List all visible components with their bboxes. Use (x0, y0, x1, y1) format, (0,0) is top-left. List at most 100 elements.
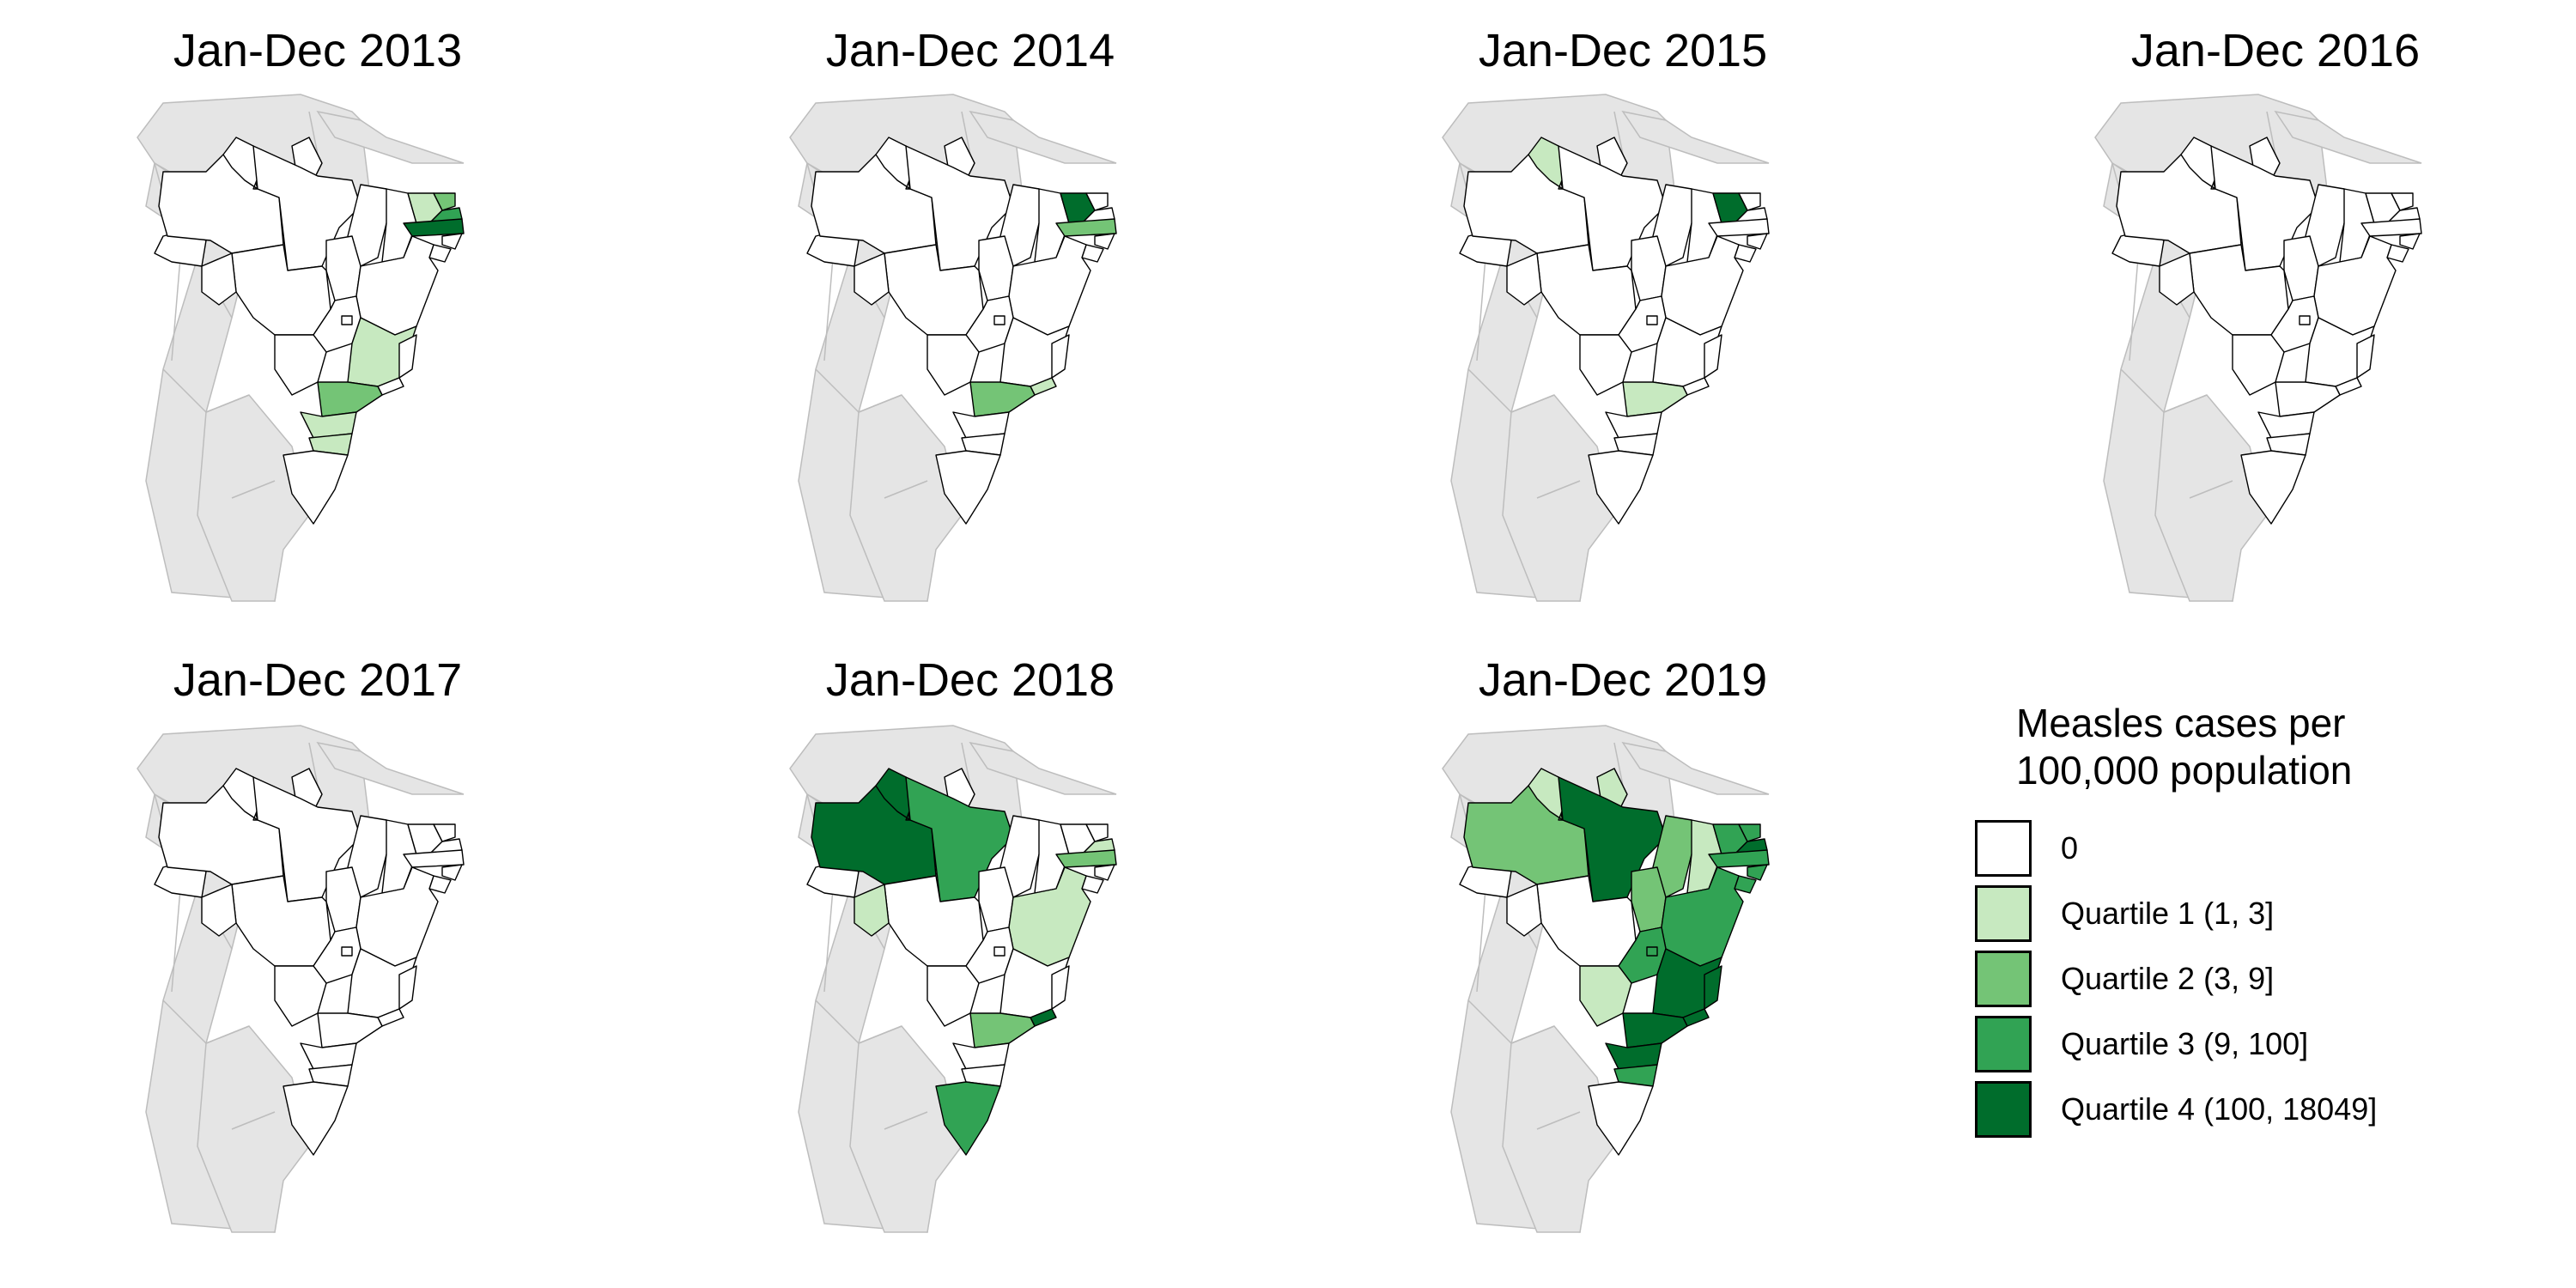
state-go (1618, 295, 1667, 353)
state-rn (433, 823, 456, 842)
neighbor-border (815, 999, 860, 1044)
state-pr (300, 411, 357, 439)
neighbor-border (2189, 480, 2233, 499)
state-rr (1528, 768, 1568, 821)
legend-item-q3: Quartile 3 (9, 100] (1975, 1016, 2559, 1081)
brazil-states (806, 137, 1117, 525)
neighbor-border (308, 111, 319, 155)
panel-title-2016: Jan-Dec 2016 (2130, 25, 2421, 76)
state-df (993, 946, 1005, 957)
state-rr (2180, 137, 2221, 190)
neighbor-country (969, 741, 1117, 795)
state-es (398, 965, 417, 1010)
state-es (398, 334, 417, 379)
neighbor-border (2120, 368, 2165, 413)
neighbor-country (316, 741, 465, 795)
state-pe (1055, 849, 1117, 868)
neighbor-country (197, 394, 310, 602)
neighbor-country (2154, 394, 2268, 602)
brazil-states (806, 768, 1117, 1156)
neighbor-border (858, 394, 902, 413)
neighbor-border (1536, 1111, 1581, 1130)
legend-label: Quartile 4 (100, 18049] (2061, 1091, 2378, 1127)
neighbor-border (1467, 999, 1512, 1044)
state-rn (1738, 823, 1761, 842)
state-pe (403, 218, 465, 237)
panel-title-2015: Jan-Dec 2015 (1478, 25, 1768, 76)
state-sp (969, 1012, 1036, 1048)
state-rs (2240, 450, 2306, 525)
state-pr (952, 411, 1010, 439)
neighbor-border (1510, 1025, 1555, 1044)
map-2017 (26, 717, 575, 1267)
brazil-map-svg (137, 94, 465, 602)
state-go (965, 295, 1014, 353)
state-go (1618, 927, 1667, 984)
state-df (993, 315, 1005, 325)
state-pr (952, 1042, 1010, 1070)
map-2019 (1331, 717, 1880, 1267)
neighbor-country (197, 1025, 310, 1233)
state-es (1051, 965, 1070, 1010)
neighbor-border (884, 480, 928, 499)
state-rr (875, 768, 915, 821)
state-rs (283, 450, 349, 525)
neighbor-country (849, 1025, 963, 1233)
map-2016 (1984, 86, 2533, 635)
state-sp (969, 381, 1036, 417)
neighbor-border (2266, 111, 2276, 155)
neighbor-country (1502, 394, 1615, 602)
legend-label: Quartile 2 (3, 9] (2061, 961, 2275, 997)
state-pr (300, 1042, 357, 1070)
state-go (2270, 295, 2319, 353)
neighbor-border (858, 1025, 902, 1044)
neighbor-country (969, 110, 1117, 164)
state-es (2356, 334, 2375, 379)
state-go (965, 927, 1014, 984)
map-2015 (1331, 86, 1880, 635)
panel-title-2017: Jan-Dec 2017 (173, 654, 463, 706)
legend-label: Quartile 3 (9, 100] (2061, 1026, 2309, 1062)
state-ro (854, 884, 890, 937)
state-pr (2257, 411, 2315, 439)
state-rn (433, 192, 456, 211)
legend-swatch (1975, 885, 2032, 943)
map-2014 (678, 86, 1228, 635)
brazil-map-svg (1442, 725, 1770, 1233)
state-rr (222, 137, 263, 190)
state-pe (1708, 849, 1770, 868)
state-df (341, 315, 353, 325)
state-al (1747, 864, 1768, 881)
panel-title-2018: Jan-Dec 2018 (825, 654, 1115, 706)
state-ro (1506, 252, 1542, 306)
state-rn (1738, 192, 1761, 211)
neighbor-border (308, 742, 319, 787)
state-df (2299, 315, 2311, 325)
state-pr (1605, 411, 1662, 439)
legend-label: Quartile 1 (1, 3] (2061, 896, 2275, 932)
legend-swatch (1975, 951, 2032, 1008)
legend-title-line1: Measles cases per (2016, 701, 2346, 745)
state-rr (875, 137, 915, 190)
state-al (1747, 233, 1768, 250)
state-rr (222, 768, 263, 821)
neighbor-border (231, 480, 276, 499)
neighbor-border (205, 1025, 250, 1044)
state-es (1704, 334, 1722, 379)
state-pe (403, 849, 465, 868)
state-sp (1622, 1012, 1688, 1048)
neighbor-border (815, 368, 860, 413)
brazil-map-svg (1442, 94, 1770, 602)
legend-item-q4: Quartile 4 (100, 18049] (1975, 1081, 2559, 1146)
neighbor-border (1536, 480, 1581, 499)
panel-title-2013: Jan-Dec 2013 (173, 25, 463, 76)
legend-item-zero: 0 (1975, 820, 2559, 885)
state-al (1094, 864, 1115, 881)
neighbor-border (205, 394, 250, 413)
state-al (441, 233, 463, 250)
neighbor-border (1613, 111, 1624, 155)
state-sp (317, 1012, 383, 1048)
legend-title-line2: 100,000 population (2016, 748, 2353, 793)
state-sp (317, 381, 383, 417)
state-df (1646, 315, 1658, 325)
